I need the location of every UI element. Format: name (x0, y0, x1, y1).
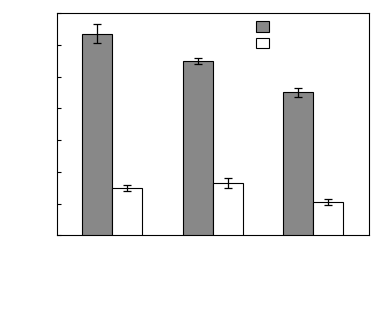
Bar (314, 202, 344, 235)
Legend: 慣行, リビングマルチ: 慣行, リビングマルチ (253, 19, 363, 51)
Bar (183, 61, 213, 235)
Bar (283, 93, 314, 235)
Bar (213, 183, 243, 235)
Bar (82, 34, 112, 235)
Bar (112, 188, 142, 235)
